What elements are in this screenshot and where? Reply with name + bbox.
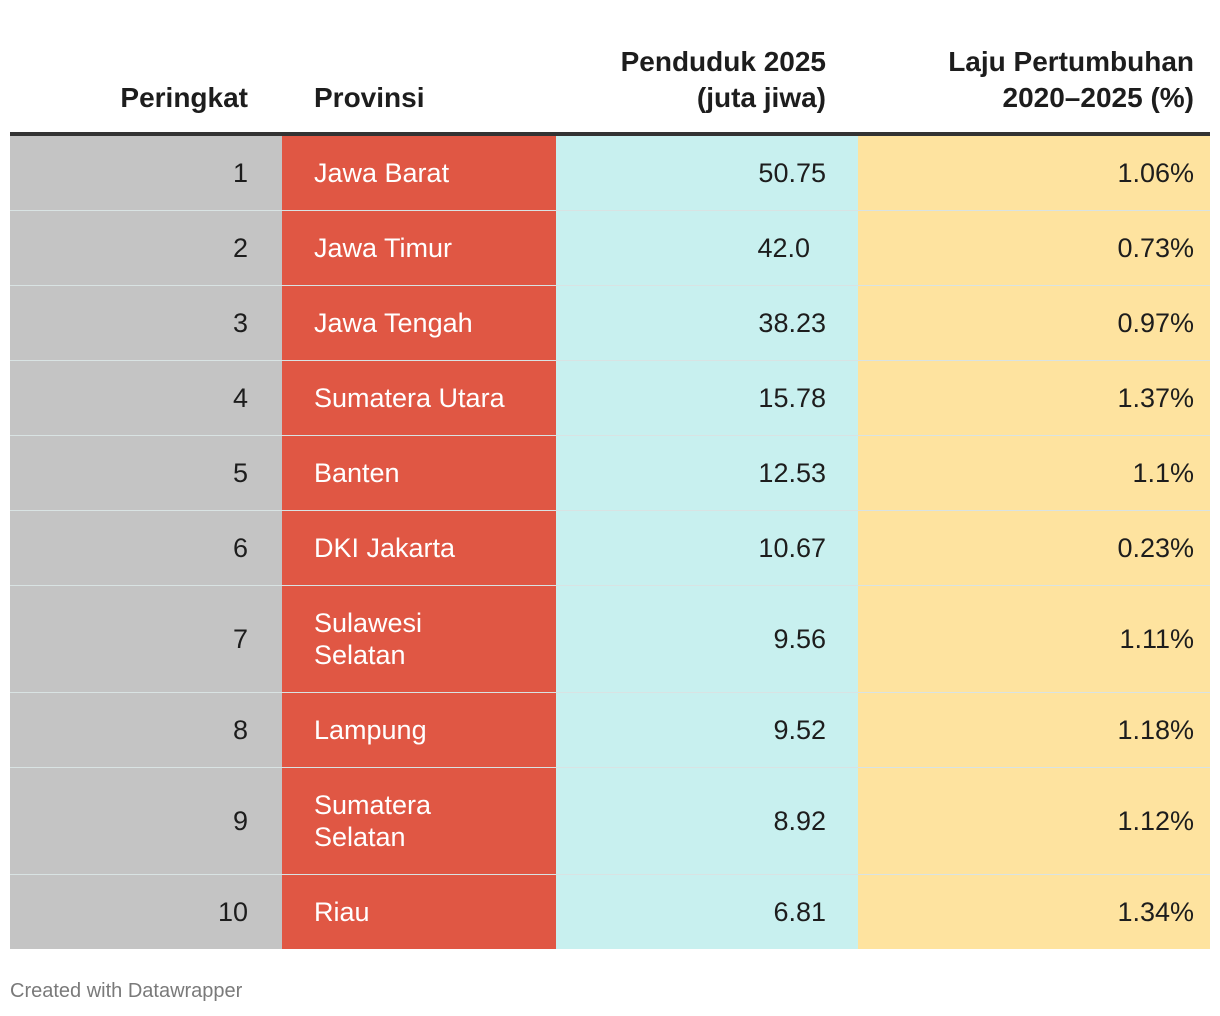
table-row: 3 Jawa Tengah 38.23 0.97% bbox=[10, 285, 1210, 361]
data-table-container: Peringkat Provinsi Penduduk 2025 (juta j… bbox=[10, 36, 1210, 949]
cell-growth: 1.1% bbox=[858, 435, 1210, 511]
cell-population: 38.23 bbox=[556, 285, 858, 361]
header-row: Peringkat Provinsi Penduduk 2025 (juta j… bbox=[10, 36, 1210, 136]
cell-growth: 0.23% bbox=[858, 510, 1210, 586]
cell-population: 42.0 bbox=[556, 210, 858, 286]
cell-province: Jawa Tengah bbox=[282, 285, 556, 361]
cell-rank: 4 bbox=[10, 360, 282, 436]
column-header-growth[interactable]: Laju Pertumbuhan 2020–2025 (%) bbox=[858, 36, 1210, 136]
column-header-rank[interactable]: Peringkat bbox=[10, 36, 282, 136]
cell-population: 9.56 bbox=[556, 585, 858, 693]
datawrapper-credit[interactable]: Created with Datawrapper bbox=[10, 980, 243, 1002]
cell-rank: 7 bbox=[10, 585, 282, 693]
table-row: 4 Sumatera Utara 15.78 1.37% bbox=[10, 360, 1210, 436]
cell-province: Sulawesi Selatan bbox=[282, 585, 556, 693]
cell-rank: 3 bbox=[10, 285, 282, 361]
table-row: 10 Riau 6.81 1.34% bbox=[10, 874, 1210, 949]
table-row: 6 DKI Jakarta 10.67 0.23% bbox=[10, 510, 1210, 586]
cell-population: 12.53 bbox=[556, 435, 858, 511]
cell-rank: 1 bbox=[10, 134, 282, 211]
column-header-province[interactable]: Provinsi bbox=[282, 36, 556, 136]
cell-population: 9.52 bbox=[556, 692, 858, 768]
table-row: 5 Banten 12.53 1.1% bbox=[10, 435, 1210, 511]
column-header-population[interactable]: Penduduk 2025 (juta jiwa) bbox=[556, 36, 858, 136]
cell-growth: 0.97% bbox=[858, 285, 1210, 361]
province-population-table: Peringkat Provinsi Penduduk 2025 (juta j… bbox=[10, 36, 1210, 949]
cell-population: 10.67 bbox=[556, 510, 858, 586]
table-header: Peringkat Provinsi Penduduk 2025 (juta j… bbox=[10, 36, 1210, 136]
cell-growth: 1.18% bbox=[858, 692, 1210, 768]
cell-rank: 5 bbox=[10, 435, 282, 511]
cell-province: Jawa Timur bbox=[282, 210, 556, 286]
cell-rank: 10 bbox=[10, 874, 282, 949]
cell-growth: 1.37% bbox=[858, 360, 1210, 436]
cell-province: Sumatera Utara bbox=[282, 360, 556, 436]
table-row: 2 Jawa Timur 42.0 0.73% bbox=[10, 210, 1210, 286]
cell-rank: 6 bbox=[10, 510, 282, 586]
cell-growth: 1.06% bbox=[858, 134, 1210, 211]
cell-province: DKI Jakarta bbox=[282, 510, 556, 586]
cell-growth: 0.73% bbox=[858, 210, 1210, 286]
cell-growth: 1.34% bbox=[858, 874, 1210, 949]
cell-rank: 8 bbox=[10, 692, 282, 768]
table-row: 8 Lampung 9.52 1.18% bbox=[10, 692, 1210, 768]
cell-province: Banten bbox=[282, 435, 556, 511]
cell-province: Lampung bbox=[282, 692, 556, 768]
cell-growth: 1.11% bbox=[858, 585, 1210, 693]
table-row: 7 Sulawesi Selatan 9.56 1.11% bbox=[10, 585, 1210, 693]
table-body: 1 Jawa Barat 50.75 1.06% 2 Jawa Timur 42… bbox=[10, 134, 1210, 949]
cell-province: Sumatera Selatan bbox=[282, 767, 556, 875]
table-row: 1 Jawa Barat 50.75 1.06% bbox=[10, 134, 1210, 211]
cell-population: 8.92 bbox=[556, 767, 858, 875]
table-row: 9 Sumatera Selatan 8.92 1.12% bbox=[10, 767, 1210, 875]
cell-population: 15.78 bbox=[556, 360, 858, 436]
cell-province: Riau bbox=[282, 874, 556, 949]
cell-population: 50.75 bbox=[556, 134, 858, 211]
cell-population: 6.81 bbox=[556, 874, 858, 949]
cell-province: Jawa Barat bbox=[282, 134, 556, 211]
cell-rank: 2 bbox=[10, 210, 282, 286]
cell-growth: 1.12% bbox=[858, 767, 1210, 875]
cell-rank: 9 bbox=[10, 767, 282, 875]
